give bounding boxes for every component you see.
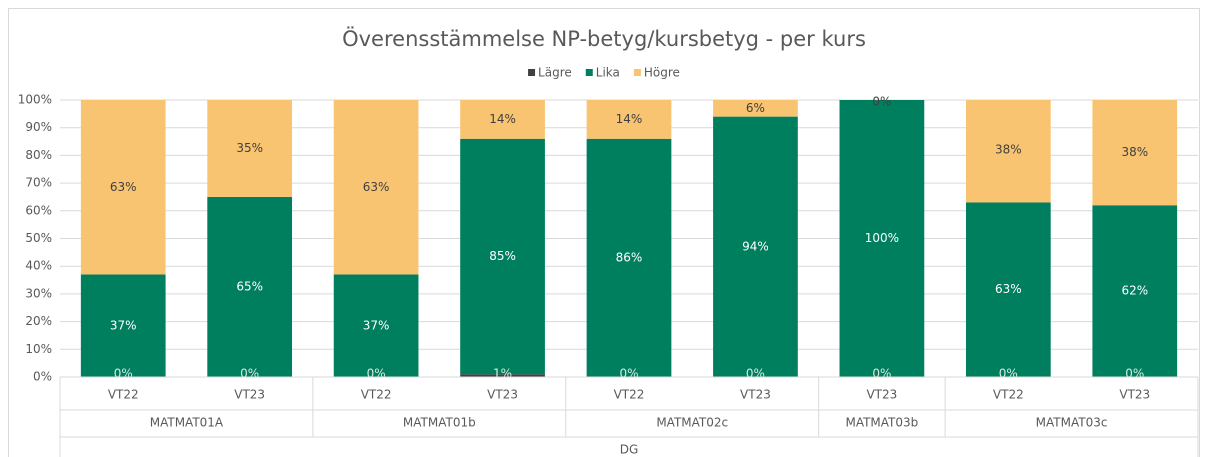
group-label: MATMAT01A <box>150 416 224 430</box>
y-tick-label: 100% <box>18 93 52 107</box>
chart-frame <box>8 8 1200 457</box>
data-label: 0% <box>1125 367 1144 381</box>
data-label: 94% <box>742 239 769 253</box>
bar-segment <box>460 138 545 375</box>
data-label: 0% <box>872 367 891 381</box>
data-label: 62% <box>1121 284 1148 298</box>
bar-segment <box>713 116 798 377</box>
y-tick-label: 40% <box>25 259 52 273</box>
data-label: 14% <box>489 112 516 126</box>
data-label: 85% <box>489 249 516 263</box>
legend-swatch <box>633 69 641 76</box>
bar-segment <box>80 100 166 275</box>
data-label: 100% <box>865 231 899 245</box>
bar-segment <box>207 196 293 377</box>
bar-segment <box>333 274 419 377</box>
bar-segment <box>333 100 419 275</box>
x-tick-label: VT23 <box>866 388 897 402</box>
y-tick-label: 70% <box>25 176 52 190</box>
data-label: 0% <box>746 367 765 381</box>
plot-area <box>80 100 1178 377</box>
data-label: 0% <box>114 367 133 381</box>
bar-segment <box>839 100 925 377</box>
x-tick-label: VT22 <box>361 388 392 402</box>
x-tick-label: VT22 <box>108 388 139 402</box>
y-tick-label: 10% <box>25 342 52 356</box>
legend-label: Lägre <box>538 66 572 80</box>
data-label: 6% <box>746 101 765 115</box>
data-label: 0% <box>999 367 1018 381</box>
data-label: 38% <box>1121 145 1148 159</box>
data-label: 37% <box>110 318 137 332</box>
data-label: 63% <box>995 282 1022 296</box>
data-label: 1% <box>493 367 512 381</box>
group-label: MATMAT03b <box>845 416 918 430</box>
data-label: 63% <box>363 180 390 194</box>
bar-segment <box>460 374 545 377</box>
bar-segment <box>965 202 1051 377</box>
legend-label: Lika <box>596 66 620 80</box>
super-group-label: DG <box>620 443 639 457</box>
y-tick-label: 60% <box>25 203 52 217</box>
bar-segment <box>460 100 545 139</box>
bar-segment <box>1092 205 1178 377</box>
x-tick-label: VT22 <box>614 388 645 402</box>
legend-swatch <box>585 69 593 76</box>
bar-segment <box>965 100 1051 203</box>
x-tick-label: VT23 <box>487 388 518 402</box>
y-tick-label: 80% <box>25 148 52 162</box>
bar-segment <box>586 138 672 377</box>
data-label: 38% <box>995 142 1022 156</box>
data-label: 0% <box>367 367 386 381</box>
data-label: 63% <box>110 180 137 194</box>
chart-title: Överensstämmelse NP-betyg/kursbetyg - pe… <box>342 26 866 51</box>
data-label: 14% <box>616 112 643 126</box>
x-tick-label: VT23 <box>740 388 771 402</box>
bar-segment <box>713 100 798 117</box>
legend: Lägre Lika Högre <box>528 66 680 80</box>
bar-segment <box>586 100 672 139</box>
data-label: 86% <box>616 250 643 264</box>
data-label: 0% <box>619 367 638 381</box>
y-tick-label: 30% <box>25 286 52 300</box>
y-tick-label: 50% <box>25 231 52 245</box>
x-tick-label: VT23 <box>234 388 265 402</box>
y-tick-label: 20% <box>25 314 52 328</box>
data-label: 65% <box>236 279 263 293</box>
data-label: 35% <box>236 141 263 155</box>
y-tick-label: 0% <box>33 370 52 384</box>
bar-segment <box>207 100 293 197</box>
group-label: MATMAT01b <box>403 416 476 430</box>
bar-segment <box>80 274 166 377</box>
legend-swatch <box>528 69 536 76</box>
group-label: MATMAT02c <box>656 416 728 430</box>
x-tick-label: VT23 <box>1119 388 1150 402</box>
data-label: 0% <box>872 95 891 109</box>
bar-segment <box>1092 100 1178 206</box>
x-tick-label: VT22 <box>993 388 1024 402</box>
data-label: 37% <box>363 318 390 332</box>
group-label: MATMAT03c <box>1036 416 1108 430</box>
data-label: 0% <box>240 367 259 381</box>
legend-label: Högre <box>644 66 680 80</box>
y-tick-label: 90% <box>25 120 52 134</box>
